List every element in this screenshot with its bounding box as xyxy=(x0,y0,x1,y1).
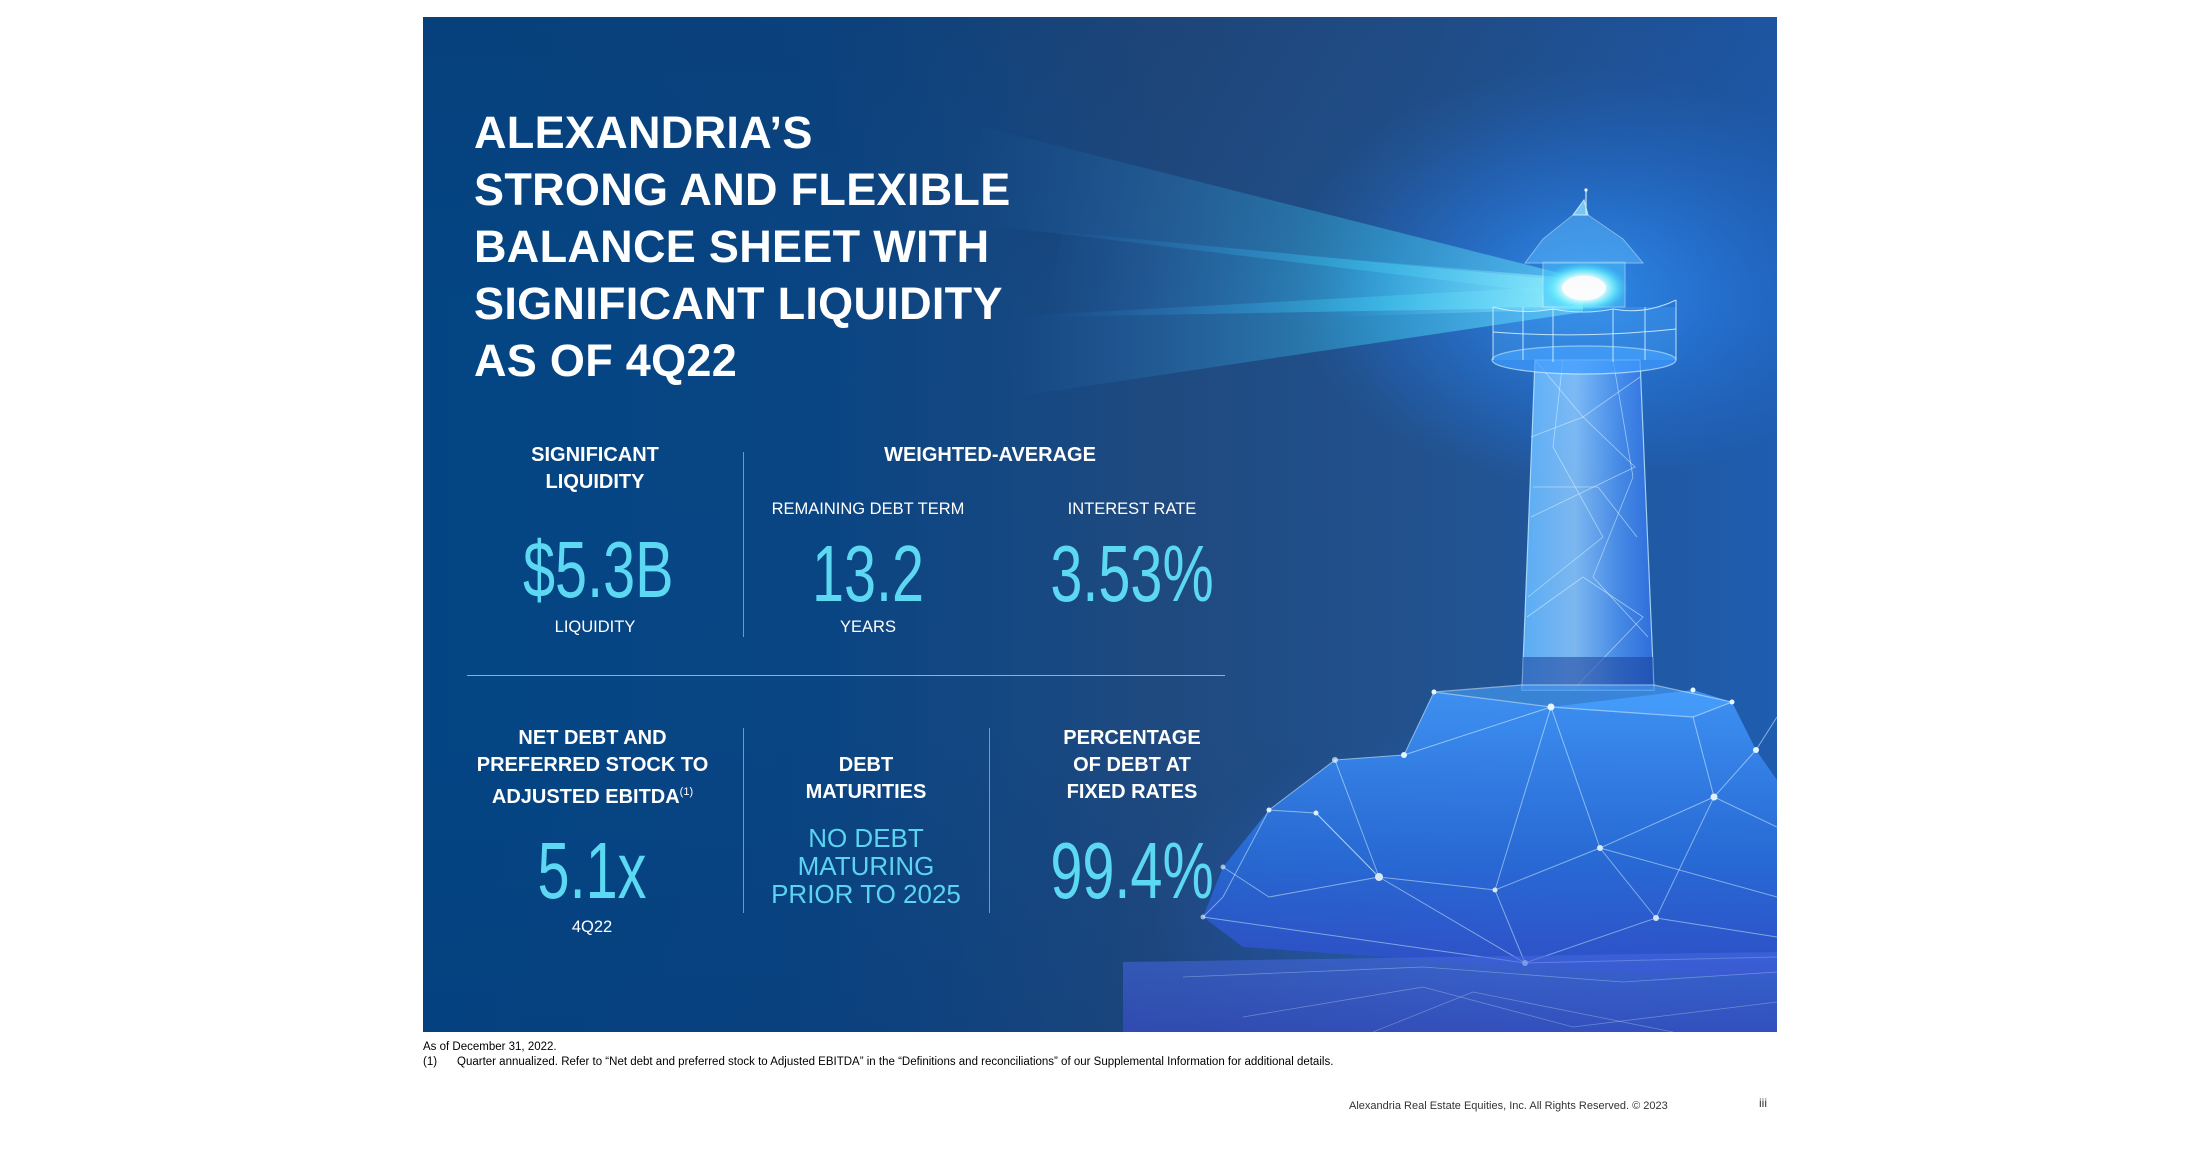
divider-vertical xyxy=(743,728,744,913)
lighthouse-icon xyxy=(963,98,1777,1032)
title-line: STRONG AND FLEXIBLE xyxy=(474,164,1011,215)
divider-vertical xyxy=(743,452,744,637)
copyright: Alexandria Real Estate Equities, Inc. Al… xyxy=(1349,1100,1668,1112)
label-line: OF DEBT AT xyxy=(1073,754,1191,776)
value-line: NO DEBT xyxy=(808,823,924,853)
title-line: AS OF 4Q22 xyxy=(474,335,738,386)
page-number: iii xyxy=(1759,1096,1767,1110)
slide-title: ALEXANDRIA’S STRONG AND FLEXIBLE BALANCE… xyxy=(474,104,1114,389)
footnote-marker: (1) xyxy=(679,786,694,798)
title-line: SIGNIFICANT LIQUIDITY xyxy=(474,278,1003,329)
label-line: FIXED RATES xyxy=(1066,781,1198,803)
value-line: MATURING xyxy=(797,851,935,881)
liquidity-unit: LIQUIDITY xyxy=(554,618,636,636)
label-line: PERCENTAGE xyxy=(1063,727,1201,749)
debt-maturities-label: DEBT MATURITIES xyxy=(766,752,966,806)
debt-term-value: 13.2 xyxy=(811,529,925,618)
label-line: SIGNIFICANT xyxy=(531,444,659,466)
liquidity-label: SIGNIFICANT LIQUIDITY xyxy=(495,442,695,496)
net-debt-label: NET DEBT AND PREFERRED STOCK TO ADJUSTED… xyxy=(465,725,720,811)
divider-vertical xyxy=(989,728,990,913)
net-debt-value: 5.1x xyxy=(537,826,647,915)
debt-term-unit: YEARS xyxy=(840,618,896,636)
interest-rate-value: 3.53% xyxy=(1050,529,1214,618)
label-line: NET DEBT AND xyxy=(518,727,667,749)
title-line: ALEXANDRIA’S xyxy=(474,107,813,158)
label-text: ADJUSTED EBITDA xyxy=(491,786,680,808)
value-line: PRIOR TO 2025 xyxy=(771,879,961,909)
debt-maturities-value: NO DEBT MATURING PRIOR TO 2025 xyxy=(756,824,976,908)
label-line: ADJUSTED EBITDA(1) xyxy=(465,779,720,811)
title-line: BALANCE SHEET WITH xyxy=(474,221,990,272)
footnote-1-marker: (1) xyxy=(423,1056,438,1068)
label-line: LIQUIDITY xyxy=(545,471,645,493)
fixed-rate-label: PERCENTAGE OF DEBT AT FIXED RATES xyxy=(1032,725,1232,806)
liquidity-value: $5.3B xyxy=(523,525,674,614)
net-debt-unit: 4Q22 xyxy=(571,918,613,936)
footnote-1-text: Quarter annualized. Refer to “Net debt a… xyxy=(457,1056,1334,1068)
weighted-average-header: WEIGHTED-AVERAGE xyxy=(884,444,1096,466)
divider-horizontal xyxy=(467,675,1225,676)
label-line: MATURITIES xyxy=(805,781,927,803)
footnote-1: (1) Quarter annualized. Refer to “Net deb… xyxy=(423,1055,1333,1070)
debt-term-label: REMAINING DEBT TERM xyxy=(771,500,965,518)
label-line: PREFERRED STOCK TO xyxy=(476,754,709,776)
fixed-rate-value: 99.4% xyxy=(1050,826,1214,915)
label-line: DEBT xyxy=(838,754,894,776)
footnote-as-of: As of December 31, 2022. xyxy=(423,1041,557,1053)
interest-rate-label: INTEREST RATE xyxy=(1067,500,1197,518)
